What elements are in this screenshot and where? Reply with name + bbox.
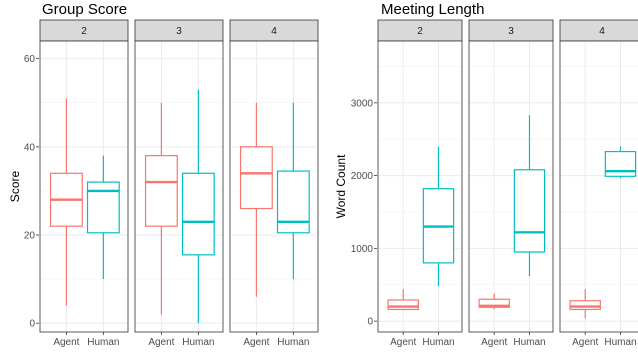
- panel-border: [377, 40, 463, 333]
- x-tick-label: Human: [604, 337, 636, 348]
- chart-title: Group Score: [42, 1, 127, 18]
- y-tick-label: 0: [367, 317, 373, 328]
- box-iqr: [86, 181, 120, 234]
- box-iqr: [604, 150, 637, 177]
- x-tick-label: Agent: [148, 337, 174, 348]
- x-tick-label: Human: [513, 337, 545, 348]
- facet-label: 4: [271, 26, 277, 37]
- y-tick-label: 60: [24, 54, 36, 65]
- facet-label: 3: [508, 26, 514, 37]
- facet-label: 2: [81, 26, 87, 37]
- x-tick-label: Agent: [53, 337, 79, 348]
- panel-background: [378, 41, 462, 332]
- box-iqr: [181, 172, 215, 256]
- box-iqr: [144, 155, 178, 227]
- box-iqr: [478, 298, 510, 308]
- facet-label: 2: [417, 26, 423, 37]
- panel-border: [559, 40, 638, 333]
- x-tick-label: Agent: [481, 337, 507, 348]
- y-tick-label: 3000: [351, 98, 374, 109]
- y-tick-label: 2000: [351, 171, 374, 182]
- box-iqr: [513, 169, 546, 253]
- box-iqr: [569, 300, 601, 311]
- y-tick-label: 40: [24, 142, 36, 153]
- panel-border: [229, 40, 319, 333]
- x-tick-label: Agent: [243, 337, 269, 348]
- y-tick-label: 1000: [351, 244, 374, 255]
- panel-border: [39, 40, 129, 333]
- x-tick-label: Human: [277, 337, 309, 348]
- facet-label: 4: [599, 26, 605, 37]
- box-iqr: [239, 146, 273, 210]
- x-tick-label: Human: [87, 337, 119, 348]
- panel-background: [560, 41, 638, 332]
- y-tick-label: 0: [29, 319, 35, 330]
- facet-label: 3: [176, 26, 182, 37]
- box-iqr: [387, 299, 419, 311]
- panel-border: [468, 40, 554, 333]
- x-tick-label: Agent: [390, 337, 416, 348]
- panel-border: [134, 40, 224, 333]
- x-tick-label: Human: [422, 337, 454, 348]
- x-tick-label: Agent: [572, 337, 598, 348]
- y-axis-title: Score: [8, 171, 22, 203]
- box-iqr: [276, 170, 310, 234]
- x-tick-label: Human: [182, 337, 214, 348]
- y-tick-label: 20: [24, 231, 36, 242]
- chart-title: Meeting Length: [381, 1, 484, 18]
- y-axis-title: Word Count: [334, 154, 348, 218]
